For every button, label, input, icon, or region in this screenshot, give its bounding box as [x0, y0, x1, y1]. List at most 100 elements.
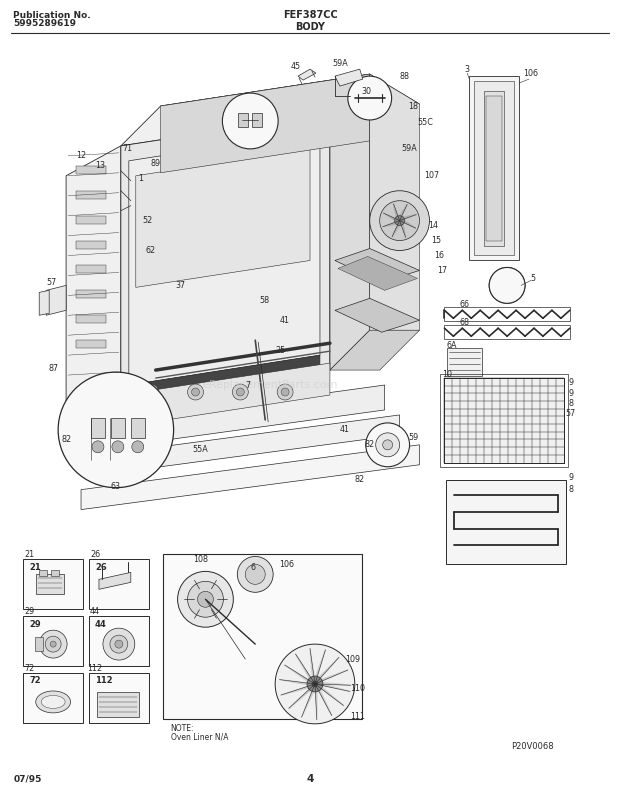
- Text: 108: 108: [193, 555, 208, 564]
- Bar: [35, 638, 43, 651]
- Bar: [76, 190, 106, 199]
- Text: 58: 58: [259, 295, 269, 305]
- Polygon shape: [315, 670, 348, 684]
- Polygon shape: [330, 330, 420, 370]
- Polygon shape: [486, 96, 502, 240]
- Polygon shape: [315, 684, 332, 716]
- Bar: [76, 216, 106, 224]
- Text: 9: 9: [569, 473, 574, 482]
- Text: 59A: 59A: [402, 145, 417, 153]
- Bar: [131, 418, 144, 438]
- Bar: [24, 616, 83, 666]
- Bar: [440, 374, 568, 467]
- Text: 106: 106: [280, 560, 294, 569]
- Text: 25: 25: [275, 346, 285, 355]
- Bar: [445, 307, 570, 322]
- Polygon shape: [121, 363, 330, 427]
- Polygon shape: [161, 74, 370, 173]
- Polygon shape: [310, 106, 363, 128]
- Bar: [24, 559, 83, 609]
- Text: 26: 26: [95, 563, 107, 572]
- Bar: [445, 325, 570, 339]
- Circle shape: [379, 201, 420, 240]
- Polygon shape: [39, 291, 49, 315]
- Polygon shape: [296, 654, 315, 684]
- Bar: [446, 480, 566, 564]
- Circle shape: [147, 388, 155, 396]
- Polygon shape: [275, 99, 335, 124]
- Circle shape: [188, 384, 203, 400]
- Text: 89: 89: [151, 160, 161, 168]
- Text: 26: 26: [90, 550, 100, 559]
- Polygon shape: [285, 665, 315, 684]
- Circle shape: [103, 628, 135, 660]
- Text: 52: 52: [143, 216, 153, 225]
- Polygon shape: [383, 220, 400, 227]
- Bar: [445, 378, 564, 463]
- Text: Oven Liner N/A: Oven Liner N/A: [170, 732, 228, 741]
- Polygon shape: [46, 285, 66, 315]
- Polygon shape: [101, 415, 400, 475]
- Bar: [36, 574, 64, 594]
- Bar: [448, 348, 482, 376]
- Polygon shape: [298, 70, 316, 80]
- Text: 57: 57: [46, 278, 56, 287]
- Text: 18: 18: [409, 102, 419, 111]
- Circle shape: [489, 268, 525, 303]
- Polygon shape: [81, 445, 420, 510]
- Bar: [97, 692, 139, 717]
- Circle shape: [177, 571, 233, 627]
- Text: 44: 44: [90, 607, 100, 615]
- Polygon shape: [370, 74, 420, 330]
- Polygon shape: [335, 70, 363, 86]
- Text: 68: 68: [459, 318, 469, 327]
- Bar: [76, 340, 106, 348]
- Ellipse shape: [36, 691, 71, 713]
- Text: 112: 112: [95, 676, 113, 686]
- Text: 44: 44: [95, 619, 107, 629]
- Polygon shape: [315, 684, 343, 705]
- Text: FEF387CC: FEF387CC: [283, 10, 337, 21]
- Text: 82: 82: [355, 476, 365, 484]
- Circle shape: [198, 591, 213, 608]
- Text: 5995289619: 5995289619: [14, 19, 76, 28]
- Text: P20V0068: P20V0068: [512, 743, 554, 751]
- Polygon shape: [330, 74, 370, 370]
- Circle shape: [115, 640, 123, 648]
- Text: 57: 57: [565, 409, 576, 419]
- Circle shape: [223, 93, 278, 149]
- Polygon shape: [129, 131, 320, 385]
- Text: 72: 72: [29, 676, 41, 686]
- Bar: [89, 616, 149, 666]
- Polygon shape: [121, 74, 370, 146]
- Polygon shape: [280, 679, 315, 685]
- Text: 10: 10: [443, 370, 453, 378]
- Circle shape: [281, 388, 289, 396]
- Text: 3: 3: [465, 65, 470, 73]
- Polygon shape: [484, 91, 504, 246]
- Circle shape: [275, 644, 355, 724]
- Bar: [39, 570, 47, 577]
- Polygon shape: [335, 249, 420, 282]
- Bar: [91, 418, 105, 438]
- Text: 14: 14: [428, 221, 438, 230]
- Polygon shape: [136, 149, 310, 288]
- Circle shape: [489, 268, 525, 303]
- Text: 21: 21: [24, 550, 34, 559]
- Text: 63: 63: [111, 482, 121, 491]
- Polygon shape: [289, 684, 315, 709]
- Circle shape: [366, 423, 410, 467]
- Text: 5: 5: [531, 274, 536, 283]
- Text: 30: 30: [361, 87, 372, 96]
- Bar: [162, 555, 361, 719]
- Text: 8: 8: [569, 400, 574, 408]
- Circle shape: [112, 441, 124, 453]
- Circle shape: [232, 384, 248, 400]
- Circle shape: [143, 384, 159, 400]
- Text: 21: 21: [29, 563, 41, 572]
- Bar: [76, 315, 106, 323]
- Text: 59A: 59A: [332, 58, 348, 68]
- Text: 15: 15: [432, 236, 441, 245]
- Text: 13: 13: [95, 161, 105, 171]
- Text: 112: 112: [87, 664, 102, 672]
